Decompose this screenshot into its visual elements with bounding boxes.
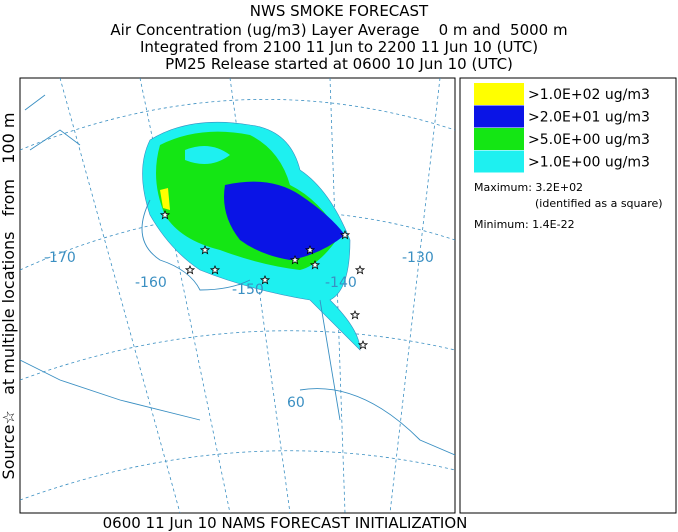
subtitle: Air Concentration (ug/m3) Layer Average … bbox=[110, 21, 567, 39]
graticule-label: -140 bbox=[325, 275, 357, 291]
legend-label: >1.0E+02 ug/m3 bbox=[528, 87, 650, 103]
graticule-label: -160 bbox=[135, 275, 167, 291]
subtitle: Integrated from 2100 11 Jun to 2200 11 J… bbox=[140, 38, 538, 56]
graticule-label: 60 bbox=[287, 395, 305, 411]
graticule-label: -150 bbox=[232, 282, 264, 298]
legend-swatch bbox=[474, 105, 524, 128]
maximum: Maximum: 3.2E+02 bbox=[474, 181, 583, 194]
side-label: Source☆ at multiple locations from 100 m bbox=[0, 113, 18, 480]
subtitle: PM25 Release started at 0600 10 Jun 10 (… bbox=[165, 55, 513, 73]
map: -170 -160 -150 -140 -130 60 bbox=[19, 77, 456, 514]
legend-swatch bbox=[474, 128, 524, 150]
legend-label: >1.0E+00 ug/m3 bbox=[528, 155, 650, 171]
maximum-note: (identified as a square) bbox=[535, 197, 663, 210]
graticule-label: -130 bbox=[402, 250, 434, 266]
plume bbox=[142, 121, 361, 351]
legend-label: >5.0E+00 ug/m3 bbox=[528, 132, 650, 148]
graticule-label: -170 bbox=[44, 250, 76, 266]
legend-swatch bbox=[474, 150, 524, 173]
legend: Maximum: 3.2E+02 (identified as a square… bbox=[459, 77, 677, 514]
source-markers bbox=[159, 209, 368, 350]
coastline bbox=[20, 94, 455, 456]
footer: 0600 11 Jun 10 NAMS FORECAST INITIALIZAT… bbox=[103, 514, 468, 532]
legend-label: >2.0E+01 ug/m3 bbox=[528, 110, 650, 126]
minimum: Minimum: 1.4E-22 bbox=[474, 218, 575, 231]
legend-swatch bbox=[474, 83, 524, 105]
title: NWS SMOKE FORECAST bbox=[250, 2, 429, 20]
